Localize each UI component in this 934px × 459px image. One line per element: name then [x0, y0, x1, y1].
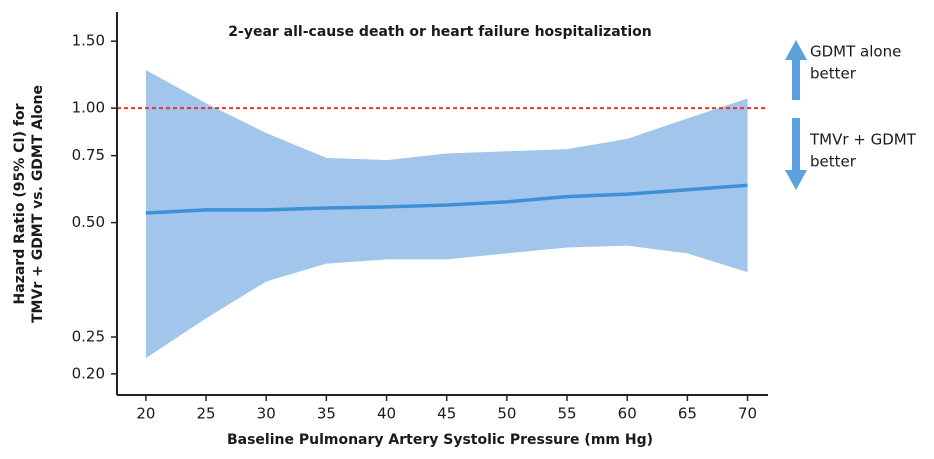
y-axis-label: Hazard Ratio (95% CI) for TMVr + GDMT vs…	[12, 85, 46, 323]
x-tick-label: 55	[557, 405, 576, 423]
x-tick-label: 70	[738, 405, 757, 423]
x-tick-label: 50	[497, 405, 516, 423]
annotation: better	[810, 153, 857, 171]
hazard-line	[145, 183, 748, 215]
x-tick-label: 40	[377, 405, 396, 423]
y-tick-label: 0.50	[72, 213, 105, 231]
arrow-up	[785, 40, 807, 100]
y-tick-label: 0.20	[72, 364, 105, 382]
x-tick-label: 20	[136, 405, 155, 423]
x-axis-label: Baseline Pulmonary Artery Systolic Press…	[227, 432, 653, 448]
y-axis-label-line: TMVr + GDMT vs. GDMT Alone	[30, 85, 46, 323]
y-tick-label: 1.50	[72, 32, 105, 50]
y-tick-label: 0.25	[72, 328, 105, 346]
x-tick-label: 65	[678, 405, 697, 423]
arrow-down	[785, 118, 807, 190]
annotation: TMVr + GDMT	[809, 131, 917, 149]
annotation: GDMT alone	[810, 43, 901, 61]
y-tick-label: 0.75	[72, 146, 105, 164]
x-tick-label: 25	[196, 405, 215, 423]
chart-title: 2-year all-cause death or heart failure …	[228, 24, 651, 40]
annotation: better	[810, 65, 857, 83]
confidence-band	[145, 69, 748, 359]
x-tick-label: 35	[317, 405, 336, 423]
y-tick-label: 1.00	[72, 99, 105, 117]
x-tick-label: 60	[618, 405, 637, 423]
y-axis-label-line: Hazard Ratio (95% CI) for	[12, 103, 28, 304]
x-tick-label: 30	[257, 405, 276, 423]
x-tick-label: 45	[437, 405, 456, 423]
